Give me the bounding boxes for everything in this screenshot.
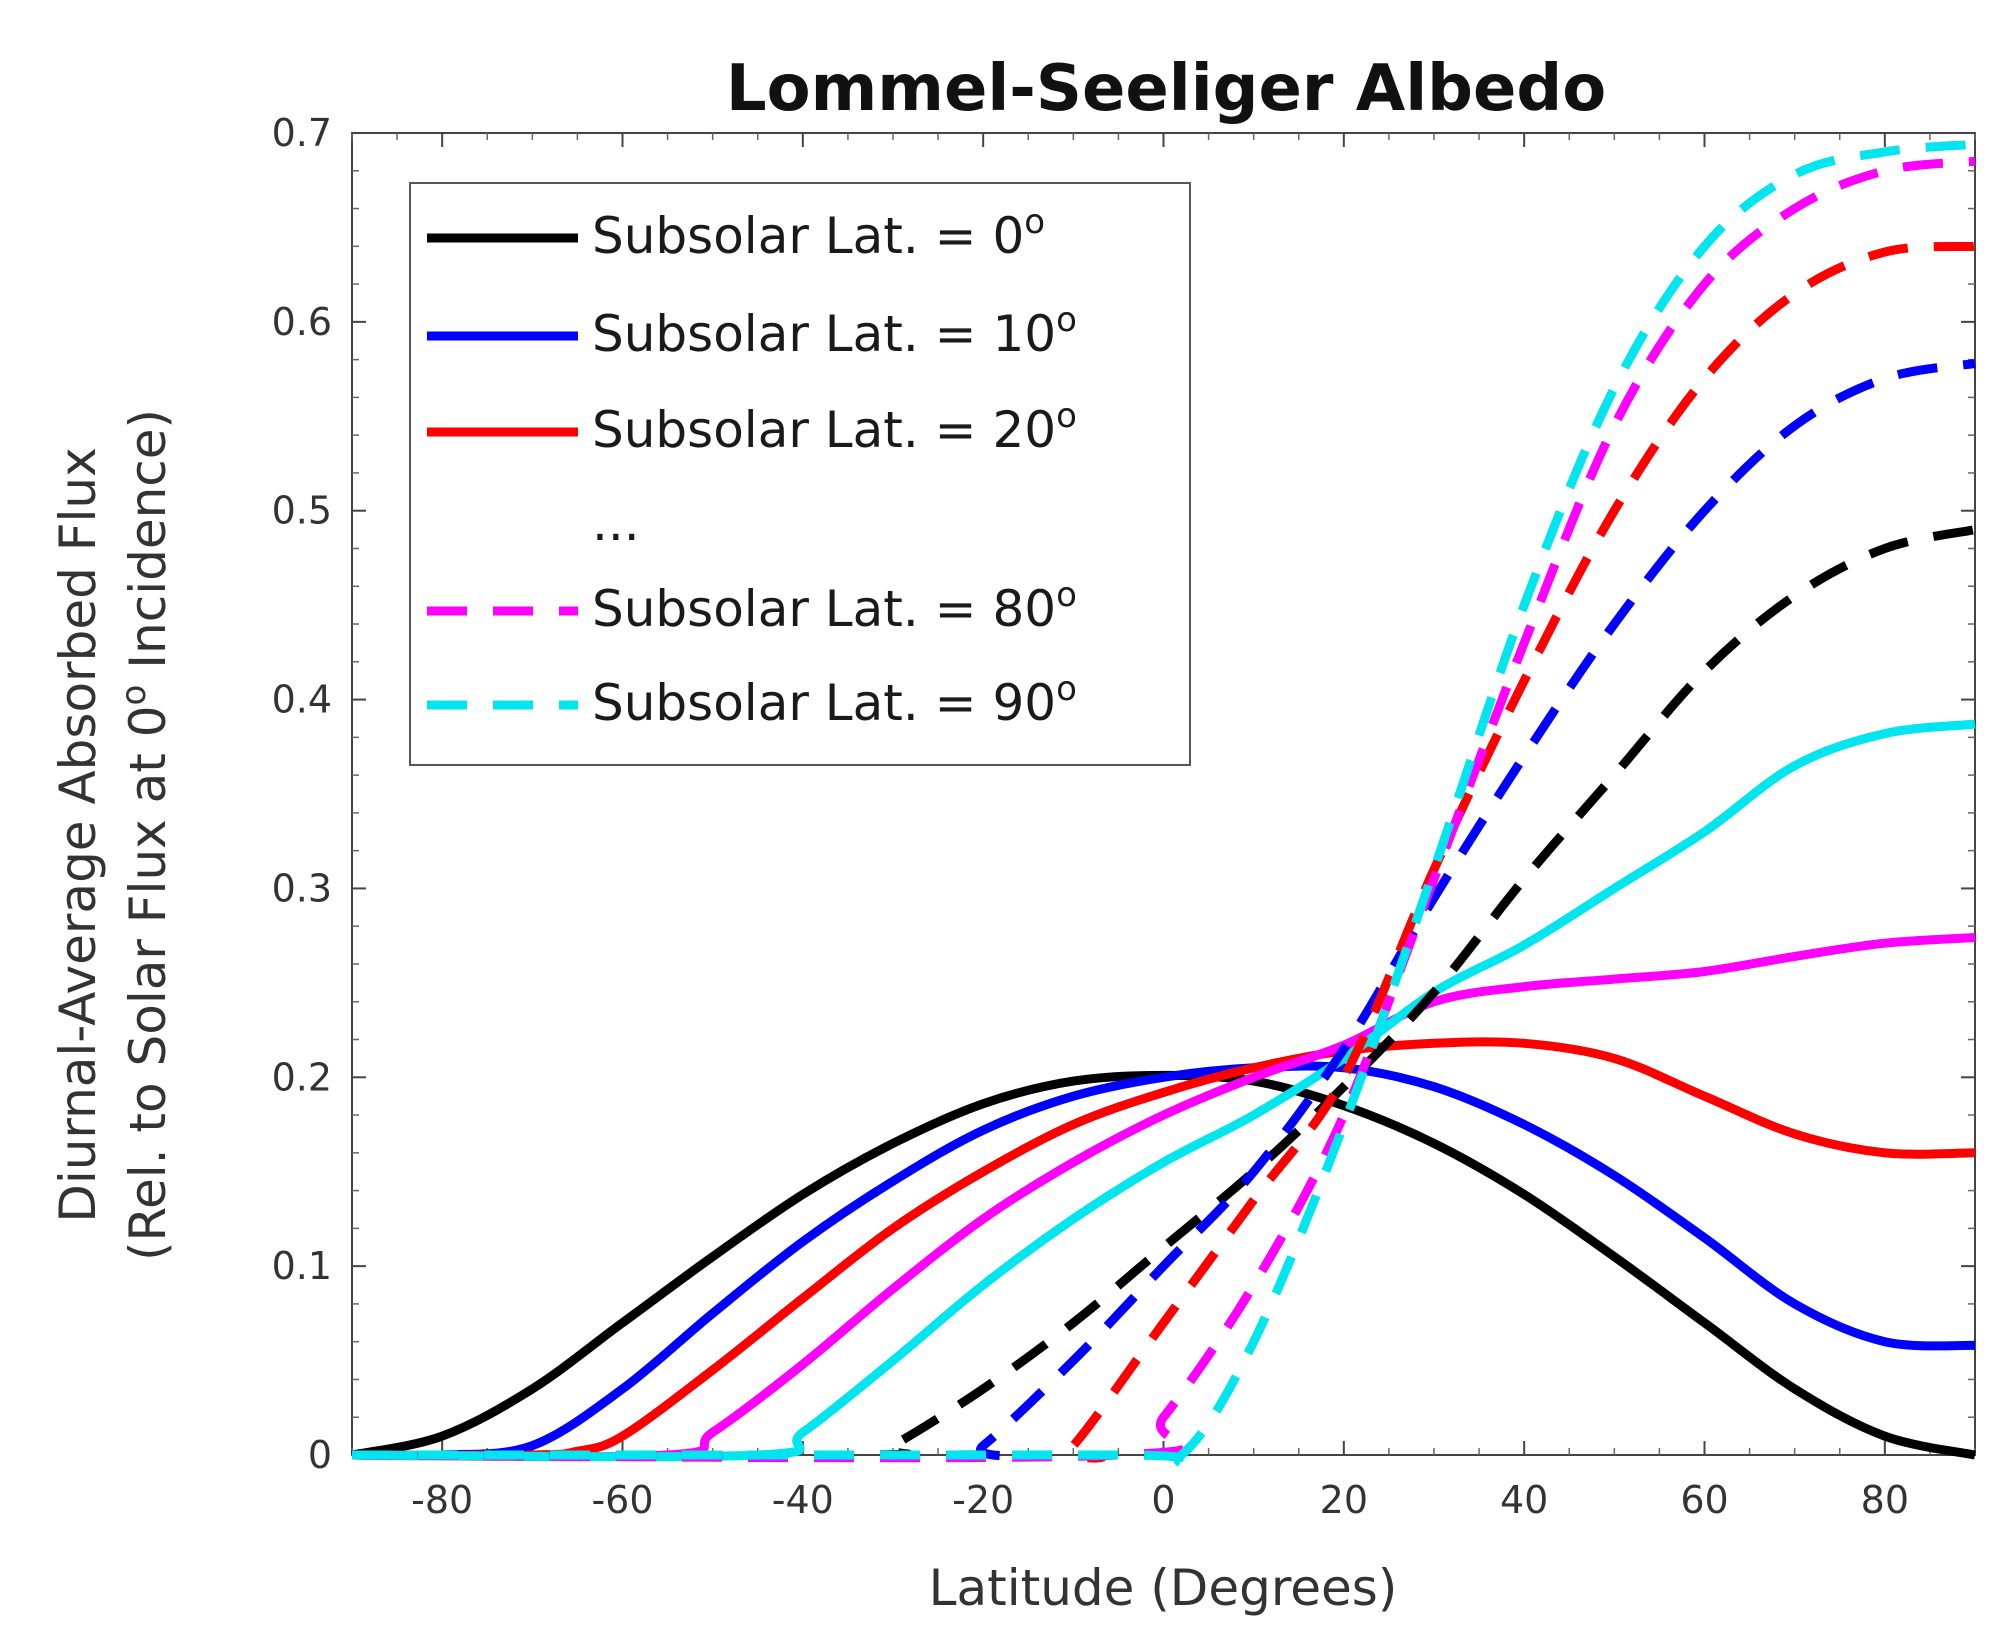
y-axis-label-line2: (Rel. to Solar Flux at 0o Incidence) <box>114 409 177 1261</box>
y-tick-label: 0.1 <box>272 1244 332 1288</box>
series-line-1 <box>351 1061 1976 1461</box>
y-tick-label: 0.7 <box>272 111 332 155</box>
series-line-8 <box>351 156 1976 1463</box>
x-tick-label: -20 <box>952 1478 1014 1522</box>
y-tick-label: 0.2 <box>272 1055 332 1099</box>
x-tick-label: -80 <box>411 1478 473 1522</box>
x-axis-label: Latitude (Degrees) <box>929 1559 1398 1617</box>
legend-label-4: Subsolar Lat. = 80o <box>592 575 1077 638</box>
series-line-2 <box>351 1037 1976 1460</box>
chart-title: Lommel-Seeliger Albedo <box>726 52 1606 126</box>
legend-label-0: Subsolar Lat. = 0o <box>592 202 1045 265</box>
series-line-3 <box>351 933 1976 1462</box>
x-tick-label: 60 <box>1680 1478 1728 1522</box>
y-tick-label: 0.3 <box>272 866 332 910</box>
y-tick-label: 0.4 <box>272 678 332 722</box>
x-tick-label: -40 <box>772 1478 834 1522</box>
legend-box <box>409 182 1191 766</box>
x-tick-label: 20 <box>1320 1478 1368 1522</box>
legend-label-5: Subsolar Lat. = 90o <box>592 669 1077 732</box>
legend-label-3: ... <box>592 494 640 552</box>
legend: Subsolar Lat. = 0o Subsolar Lat. = 10o Sub… <box>409 182 1191 766</box>
x-tick-label: 80 <box>1861 1478 1909 1522</box>
plot-area: -80 -60 -40 -20 0 20 40 60 80 0 0.1 0.2 0.3 0.4 0.5 0.6… <box>272 111 1976 1522</box>
series-line-6 <box>351 358 1976 1461</box>
x-tick-label: 0 <box>1151 1478 1175 1522</box>
y-tick-label: 0 <box>308 1433 332 1477</box>
x-tick-label: -60 <box>591 1478 653 1522</box>
x-tick-label: 40 <box>1500 1478 1548 1522</box>
y-tick-label: 0.6 <box>272 300 332 344</box>
legend-label-2: Subsolar Lat. = 20o <box>592 396 1077 459</box>
y-tick-label: 0.5 <box>272 489 332 533</box>
y-axis-label-line1: Diurnal-Average Absorbed Flux <box>49 447 107 1222</box>
legend-label-1: Subsolar Lat. = 10o <box>592 300 1077 363</box>
series-line-4 <box>351 719 1976 1462</box>
